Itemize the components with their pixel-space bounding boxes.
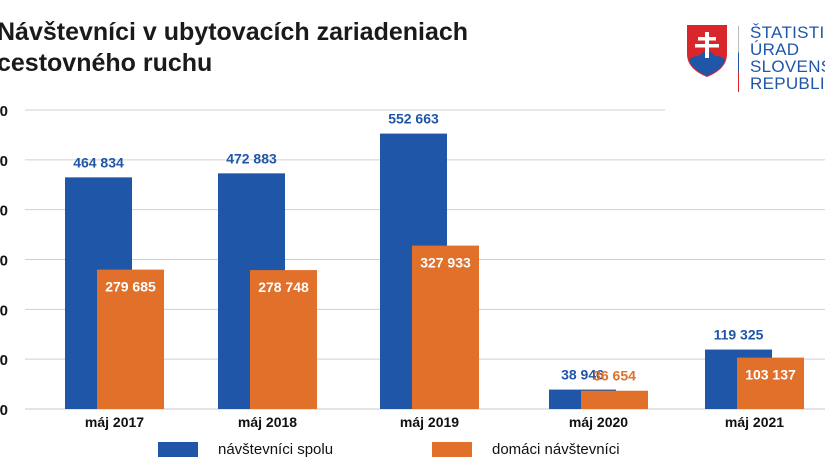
data-label-domestic: 36 654: [593, 368, 636, 384]
data-label-total: 472 883: [226, 150, 277, 166]
bar-domestic: [737, 357, 804, 409]
data-label-domestic: 327 933: [420, 255, 471, 271]
bar-domestic: [581, 390, 648, 409]
bar-domestic: [250, 270, 317, 409]
x-tick-label: máj 2020: [569, 414, 628, 430]
title-line-2: cestovného ruchu: [0, 49, 213, 77]
x-tick-label: máj 2017: [85, 414, 144, 430]
y-tick-label: 200 000: [0, 302, 8, 319]
legend-item-total: návštevníci spolu: [158, 441, 333, 458]
logo-line: REPUBLIKY: [750, 74, 825, 93]
bar-domestic: [412, 245, 479, 409]
title-line-1: Návštevníci v ubytovacích zariadeniach: [0, 18, 469, 46]
legend-swatch-orange: [432, 442, 472, 457]
data-label-domestic: 103 137: [745, 367, 796, 383]
logo-line: SLOVENSKEJ: [750, 57, 825, 76]
data-label-total: 464 834: [73, 154, 124, 170]
coat-of-arms-icon: [686, 24, 728, 83]
logo-line: ŠTATISTICKÝ: [750, 23, 825, 42]
bar-domestic: [97, 269, 164, 409]
data-label-total: 552 663: [388, 111, 439, 127]
logo-text: ŠTATISTICKÝ ÚRAD SLOVENSKEJ REPUBLIKY: [750, 24, 825, 92]
legend-label: domáci návštevníci: [492, 441, 620, 458]
chart-title: Návštevníci v ubytovacích zariadeniach ce…: [0, 17, 468, 79]
y-tick-label: 100 000: [0, 352, 8, 369]
legend-swatch-blue: [158, 442, 198, 457]
y-tick-label: 600 000: [0, 103, 8, 120]
y-tick-label: 400 000: [0, 203, 8, 220]
x-tick-label: máj 2021: [725, 414, 784, 430]
x-tick-label: máj 2019: [400, 414, 459, 430]
data-label-domestic: 279 685: [105, 279, 156, 295]
x-tick-label: máj 2018: [238, 414, 297, 430]
logo-divider: [738, 26, 739, 92]
y-tick-label: 500 000: [0, 153, 8, 170]
y-tick-label: 0: [0, 402, 8, 419]
legend-label: návštevníci spolu: [218, 441, 334, 458]
data-label-total: 38 946: [561, 367, 604, 383]
legend-item-domestic: domáci návštevníci: [432, 441, 620, 458]
data-label-domestic: 278 748: [258, 279, 309, 295]
y-tick-label: 300 000: [0, 253, 8, 270]
data-label-total: 119 325: [714, 327, 764, 343]
logo-line: ÚRAD: [750, 40, 800, 59]
